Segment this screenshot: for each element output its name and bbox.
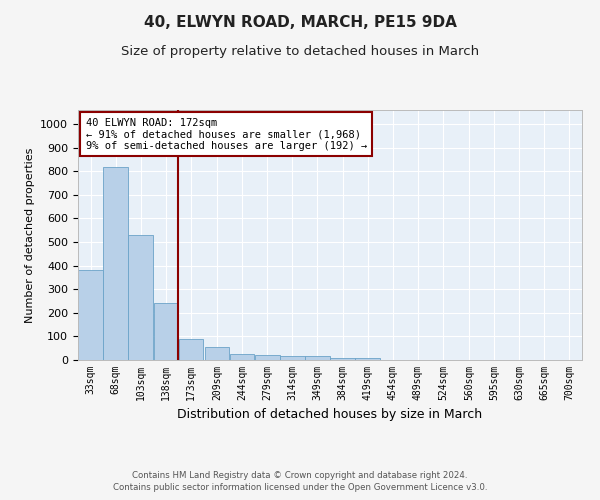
Bar	[355, 358, 380, 360]
Bar	[305, 356, 330, 360]
Bar	[128, 235, 153, 360]
Bar	[330, 358, 355, 360]
Bar	[255, 356, 280, 360]
Text: Contains HM Land Registry data © Crown copyright and database right 2024.
Contai: Contains HM Land Registry data © Crown c…	[113, 471, 487, 492]
X-axis label: Distribution of detached houses by size in March: Distribution of detached houses by size …	[178, 408, 482, 422]
Bar	[280, 356, 305, 360]
Bar	[103, 166, 128, 360]
Bar	[154, 304, 178, 360]
Bar	[205, 347, 229, 360]
Text: 40, ELWYN ROAD, MARCH, PE15 9DA: 40, ELWYN ROAD, MARCH, PE15 9DA	[143, 15, 457, 30]
Bar	[230, 354, 254, 360]
Text: 40 ELWYN ROAD: 172sqm
← 91% of detached houses are smaller (1,968)
9% of semi-de: 40 ELWYN ROAD: 172sqm ← 91% of detached …	[86, 118, 367, 150]
Y-axis label: Number of detached properties: Number of detached properties	[25, 148, 35, 322]
Text: Size of property relative to detached houses in March: Size of property relative to detached ho…	[121, 45, 479, 58]
Bar	[78, 270, 103, 360]
Bar	[179, 339, 203, 360]
